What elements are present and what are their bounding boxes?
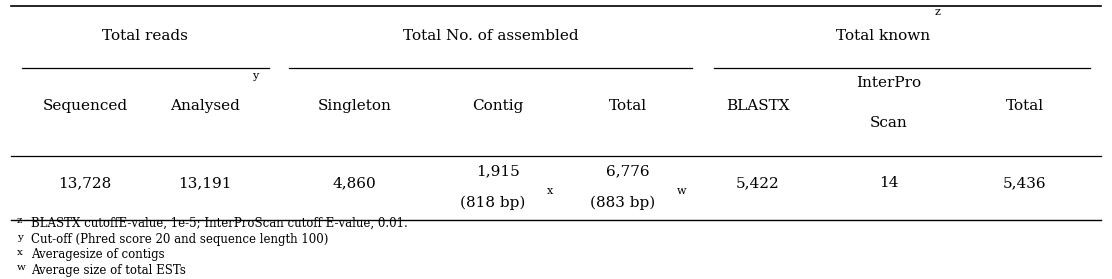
Text: 4,860: 4,860	[332, 176, 376, 190]
Text: z: z	[934, 7, 940, 17]
Text: InterPro: InterPro	[856, 76, 921, 90]
Text: y: y	[252, 71, 258, 81]
Text: Total: Total	[609, 99, 647, 113]
Text: w: w	[677, 186, 686, 196]
Text: BLASTX: BLASTX	[726, 99, 790, 113]
Text: Sequenced: Sequenced	[42, 99, 128, 113]
Text: Total known: Total known	[836, 29, 930, 43]
Text: Average size of total ESTs: Average size of total ESTs	[31, 264, 186, 277]
Text: Averagesize of contigs: Averagesize of contigs	[31, 248, 165, 261]
Text: 1,915: 1,915	[476, 164, 520, 178]
Text: w: w	[17, 263, 26, 272]
Text: Contig: Contig	[473, 99, 524, 113]
Text: Cut-off (Phred score 20 and sequence length 100): Cut-off (Phred score 20 and sequence len…	[31, 233, 328, 246]
Text: Total reads: Total reads	[102, 29, 188, 43]
Text: BLASTX cutoffE-value, 1e-5; InterProScan cutoff E-value, 0.01.: BLASTX cutoffE-value, 1e-5; InterProScan…	[31, 217, 407, 230]
Text: Scan: Scan	[870, 116, 907, 130]
Text: 14: 14	[878, 176, 898, 190]
Text: (883 bp): (883 bp)	[589, 196, 655, 210]
Text: x: x	[17, 248, 22, 257]
Text: 5,436: 5,436	[1003, 176, 1046, 190]
Text: 13,191: 13,191	[178, 176, 231, 190]
Text: x: x	[547, 186, 554, 196]
Text: y: y	[17, 232, 22, 242]
Text: 13,728: 13,728	[59, 176, 112, 190]
Text: Total No. of assembled: Total No. of assembled	[403, 29, 578, 43]
Text: 6,776: 6,776	[606, 164, 649, 178]
Text: Singleton: Singleton	[317, 99, 391, 113]
Text: Analysed: Analysed	[170, 99, 240, 113]
Text: z: z	[17, 216, 22, 225]
Text: (818 bp): (818 bp)	[460, 196, 526, 210]
Text: Total: Total	[1005, 99, 1044, 113]
Text: 5,422: 5,422	[736, 176, 780, 190]
